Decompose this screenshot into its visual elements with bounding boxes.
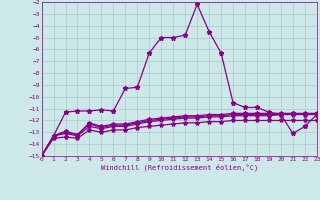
X-axis label: Windchill (Refroidissement éolien,°C): Windchill (Refroidissement éolien,°C) (100, 164, 258, 171)
